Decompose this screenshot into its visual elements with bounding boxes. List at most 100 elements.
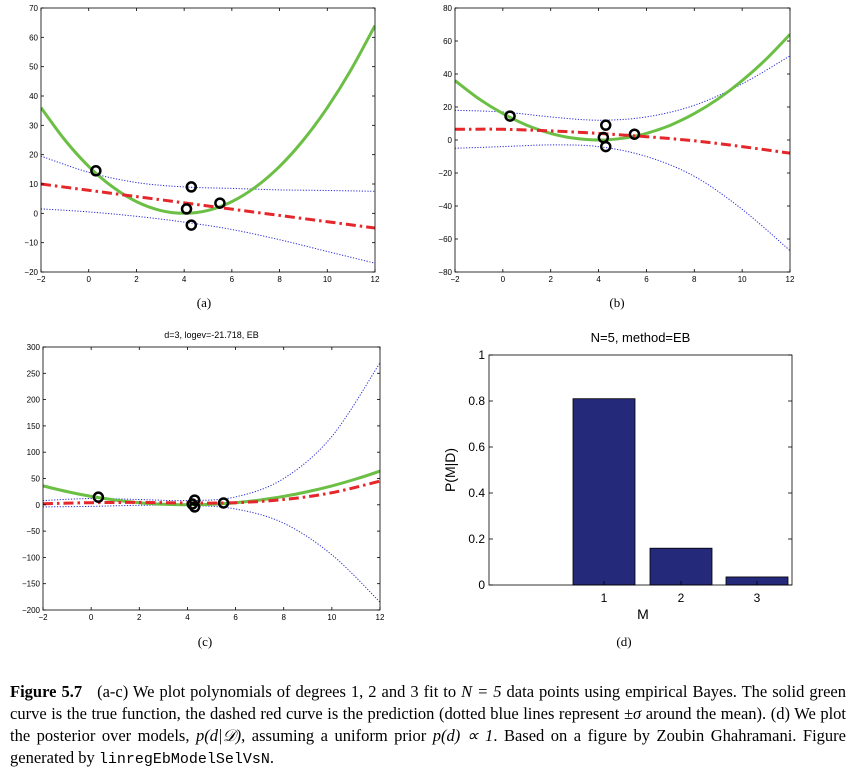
- y-tick-label: −40: [438, 202, 452, 211]
- caption-math-n: N = 5: [461, 682, 502, 701]
- lower-sigma-line: [43, 504, 380, 603]
- true-function-line: [455, 33, 790, 142]
- data-point: [92, 491, 105, 503]
- data-point: [214, 197, 226, 209]
- figure-caption: Figure 5.7 (a-c) We plot polynomials of …: [10, 681, 846, 771]
- y-tick-label: −100: [22, 553, 41, 562]
- y-tick-label: 100: [27, 448, 41, 457]
- caption-text-5: . Based on a figure by Zoubin Ghahramani…: [10, 726, 846, 767]
- y-tick-label: 80: [443, 4, 452, 13]
- y-tick-label: 0: [36, 501, 41, 510]
- y-tick-label: 0.8: [468, 394, 485, 408]
- y-tick-label: 0.2: [468, 532, 485, 546]
- x-tick-label: 6: [233, 613, 238, 622]
- bar-1: [572, 398, 636, 586]
- x-tick-label: 0: [501, 275, 506, 284]
- y-tick-label: −20: [24, 268, 38, 277]
- x-tick-label: 6: [644, 275, 649, 284]
- panel-sublabel: (d): [616, 634, 631, 649]
- x-tick-label: 12: [376, 613, 385, 622]
- x-tick-label: 4: [185, 613, 190, 622]
- x-tick-label: 2: [548, 275, 553, 284]
- x-tick-label: 12: [786, 275, 795, 284]
- y-tick-label: 40: [443, 70, 452, 79]
- y-tick-label: 60: [29, 33, 38, 42]
- y-tick-label: 20: [29, 151, 38, 160]
- y-tick-label: 0.6: [468, 440, 485, 454]
- y-tick-label: 0: [478, 578, 485, 592]
- caption-label: Figure 5.7: [10, 682, 83, 701]
- y-tick-label: 50: [29, 63, 38, 72]
- x-tick-label: 2: [678, 591, 685, 605]
- data-point: [188, 494, 201, 506]
- axes-frame: [40, 7, 376, 273]
- lower-sigma-line: [41, 208, 375, 264]
- x-tick-label: 8: [277, 275, 282, 284]
- axes-frame: [42, 346, 381, 611]
- true-function-line: [41, 24, 375, 215]
- data-point: [185, 219, 198, 231]
- y-tick-label: 0: [34, 209, 39, 218]
- x-tick-label: 3: [754, 591, 761, 605]
- x-tick-label: 10: [738, 275, 747, 284]
- y-tick-label: −150: [22, 580, 41, 589]
- x-tick-label: 4: [182, 275, 187, 284]
- lower-sigma-line: [455, 144, 790, 251]
- y-tick-label: 150: [27, 422, 41, 431]
- data-point: [217, 497, 230, 509]
- x-tick-label: 2: [134, 275, 139, 284]
- data-point: [188, 501, 201, 513]
- x-tick-label: −2: [38, 613, 48, 622]
- y-tick-label: 0: [448, 136, 453, 145]
- data-point: [90, 165, 102, 177]
- x-tick-label: 10: [323, 275, 332, 284]
- x-tick-label: −2: [36, 275, 46, 284]
- y-tick-label: 30: [29, 121, 38, 130]
- chart-d: 0 0.2 0.4 0.6 0.8 1 1 2 3 N=5, method=EB M P(M|D) (d…: [442, 330, 793, 649]
- panel-title: d=3, logev=-21.718, EB: [164, 330, 259, 340]
- upper-sigma-line: [43, 362, 380, 502]
- plot-area: [41, 24, 375, 264]
- y-tick-label: 10: [29, 180, 38, 189]
- axes-frame: [488, 354, 793, 586]
- x-axis-label: M: [637, 606, 649, 622]
- prediction-line: [43, 479, 380, 506]
- plot-area: [455, 33, 790, 251]
- axes-frame: [454, 7, 791, 273]
- y-tick-label: 60: [443, 37, 452, 46]
- upper-sigma-line: [41, 155, 375, 192]
- x-tick-label: −2: [450, 275, 460, 284]
- y-tick-label: −10: [24, 239, 38, 248]
- data-point: [180, 203, 193, 215]
- y-tick-label: −80: [438, 268, 452, 277]
- caption-math-sigma: ±σ: [623, 704, 642, 723]
- y-tick-label: −200: [22, 606, 41, 615]
- caption-text-1: (a-c) We plot polynomials of degrees 1, …: [97, 682, 462, 701]
- panel-sublabel: (c): [198, 634, 212, 649]
- y-tick-label: 50: [31, 475, 40, 484]
- caption-code: linregEbModelSelVsN: [98, 751, 270, 768]
- caption-math-posterior: p(d|𝒟): [195, 726, 242, 745]
- y-tick-label: 250: [27, 369, 41, 378]
- caption-text-6: .: [269, 748, 275, 767]
- x-tick-label: 1: [601, 591, 608, 605]
- data-point: [185, 181, 198, 193]
- x-tick-label: 6: [230, 275, 235, 284]
- y-tick-label: 20: [443, 103, 452, 112]
- x-tick-label: 8: [281, 613, 286, 622]
- panel-sublabel: (a): [197, 295, 211, 310]
- data-point: [600, 119, 612, 131]
- data-point: [600, 140, 612, 153]
- x-tick-label: 2: [137, 613, 142, 622]
- y-tick-label: −60: [438, 235, 452, 244]
- upper-sigma-line: [455, 55, 790, 121]
- bar-2: [649, 547, 713, 586]
- prediction-line: [41, 182, 375, 230]
- chart-c: −2 0 2 4 6 8 10 12 −200 −150 −100 −50 0 50 100 150 200 25…: [22, 330, 385, 649]
- panel-sublabel: (b): [609, 295, 624, 310]
- panel-title: N=5, method=EB: [591, 330, 691, 345]
- caption-text-4: , assuming a uniform prior: [241, 726, 433, 745]
